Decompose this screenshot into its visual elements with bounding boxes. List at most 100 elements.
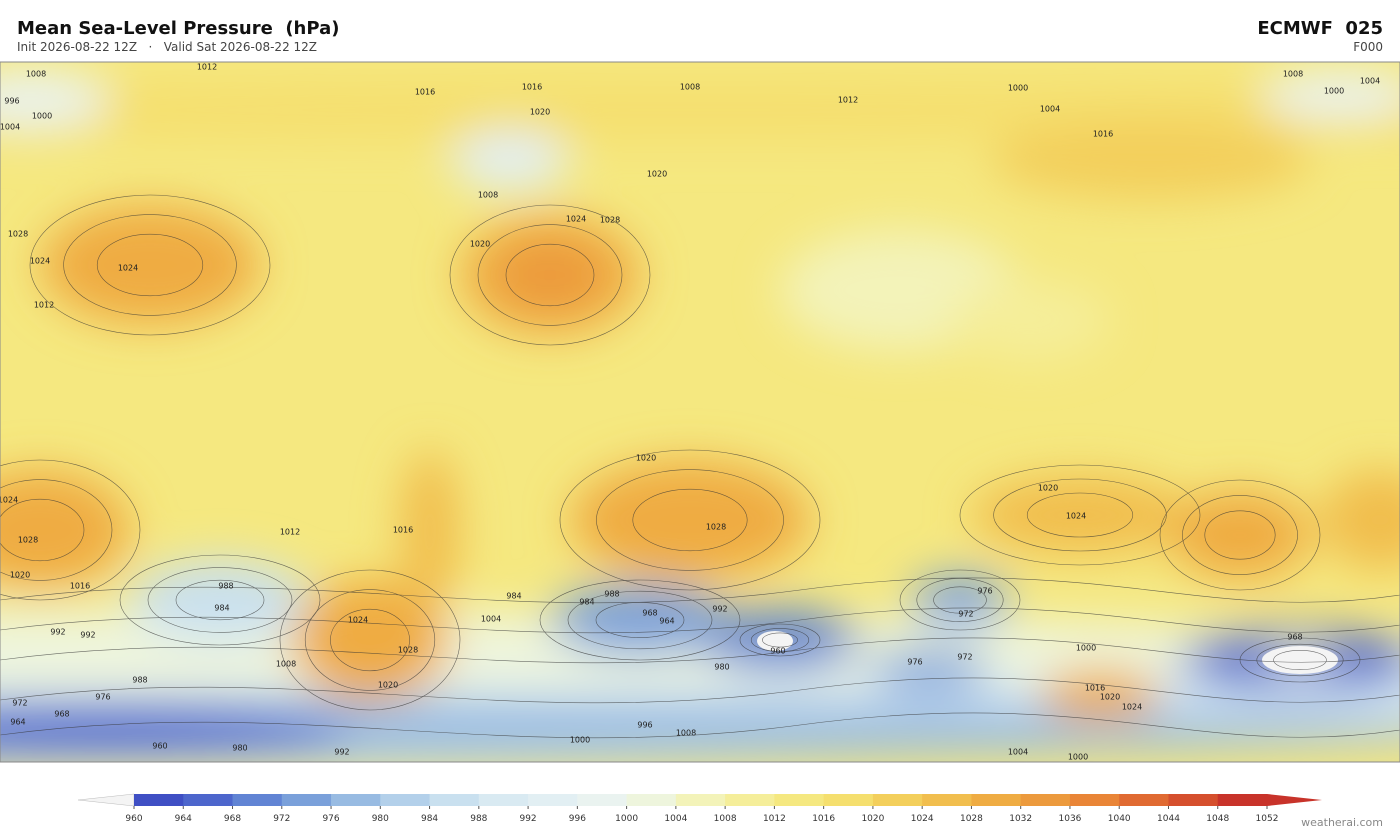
contour-label: 960 <box>152 742 167 751</box>
contour-label: 1028 <box>706 523 726 532</box>
contour-label: 1020 <box>378 681 398 690</box>
colorbar-segment <box>577 794 628 806</box>
contour-label: 1016 <box>70 582 90 591</box>
contour-label: 992 <box>80 631 95 640</box>
colorbar-segment <box>626 794 677 806</box>
contour-label: 1020 <box>647 170 667 179</box>
contour-label: 984 <box>214 604 229 613</box>
contour-label: 996 <box>637 721 652 730</box>
contour-label: 992 <box>50 628 65 637</box>
contour-label: 1008 <box>478 191 498 200</box>
isobar <box>739 623 821 657</box>
pressure-system <box>570 460 810 580</box>
colorbar-tick-label: 1040 <box>1108 814 1131 824</box>
contour-label: 1008 <box>276 660 296 669</box>
colorbar-tick-label: 1032 <box>1009 814 1032 824</box>
colorbar-segment <box>232 794 283 806</box>
contour-label: 1024 <box>1122 703 1142 712</box>
contour-label: 1000 <box>1076 644 1096 653</box>
colorbar-segment <box>478 794 529 806</box>
colorbar-tick-label: 1016 <box>812 814 835 824</box>
isobar <box>449 204 651 346</box>
contour-label: 1028 <box>600 216 620 225</box>
map: 1008101299610001004101610161020100810121… <box>0 62 1400 762</box>
contour-label: 1000 <box>1324 87 1344 96</box>
contour-label: 1000 <box>1008 84 1028 93</box>
isobar <box>0 607 1400 634</box>
contour-label: 972 <box>958 610 973 619</box>
colorbar-segment <box>922 794 972 806</box>
contour-label: 1020 <box>1038 484 1058 493</box>
contour-label: 1016 <box>393 526 413 535</box>
pressure-system <box>130 560 310 640</box>
contour-label: 992 <box>712 605 727 614</box>
contour-label: 1012 <box>197 63 217 72</box>
contour-label: 1004 <box>1040 105 1060 114</box>
isobar <box>632 488 748 552</box>
contour-label: 1016 <box>1085 684 1105 693</box>
isobar <box>477 224 623 326</box>
contour-label: 964 <box>10 718 25 727</box>
contour-label: 1016 <box>522 83 542 92</box>
isobar <box>1159 479 1321 591</box>
pressure-system <box>990 120 1310 200</box>
colorbar-tick-label: 1012 <box>763 814 786 824</box>
colorbar-segment <box>823 794 874 806</box>
isobar <box>1273 650 1327 670</box>
step: F000 <box>1353 40 1383 54</box>
contour-label: 1028 <box>8 230 28 239</box>
isobar <box>63 214 237 316</box>
contour-label: 1020 <box>636 454 656 463</box>
contour-label: 968 <box>54 710 69 719</box>
colorbar-tick-label: 980 <box>372 814 389 824</box>
isobar <box>0 479 113 581</box>
isobar <box>147 567 293 633</box>
isobar <box>1256 643 1344 677</box>
colorbar-under <box>77 793 135 807</box>
pressure-system <box>1040 670 1160 720</box>
colorbar-tick-label: 996 <box>569 814 586 824</box>
colorbar-tick-label: 992 <box>519 814 536 824</box>
contour-label: 1000 <box>32 112 52 121</box>
pressure-system <box>0 705 350 755</box>
pressure-system <box>450 130 570 190</box>
colorbar-tick-label: 1024 <box>911 814 934 824</box>
isobar <box>505 243 595 307</box>
colorbar-segment <box>183 794 234 806</box>
pressure-system <box>500 240 600 310</box>
contour-label: 1016 <box>1093 130 1113 139</box>
colorbar-segment <box>331 794 381 806</box>
model: ECMWF 025 <box>1257 18 1383 39</box>
contour-label: 1012 <box>34 301 54 310</box>
isobar <box>0 677 1400 704</box>
contour-label: 960 <box>770 647 785 656</box>
contour-label: 1008 <box>26 70 46 79</box>
contour-label: 1028 <box>398 646 418 655</box>
pressure-system <box>970 475 1190 555</box>
contour-label: 972 <box>957 653 972 662</box>
pressure-system <box>290 580 450 700</box>
colorbar-segment <box>774 794 825 806</box>
contour-label: 1020 <box>470 240 490 249</box>
colorbar-tick-label: 1000 <box>615 814 638 824</box>
colorbar-segment <box>281 794 332 806</box>
colorbar-tick-label: 988 <box>470 814 487 824</box>
contour-label: 1008 <box>680 83 700 92</box>
contour-label: 972 <box>12 699 27 708</box>
contour-label: 1012 <box>838 96 858 105</box>
isobar <box>933 586 987 614</box>
colorbar-over <box>1267 794 1322 806</box>
isobars <box>0 194 1400 739</box>
pressure-system <box>1170 490 1310 580</box>
isobar <box>330 608 410 672</box>
contour-label: 1004 <box>1008 748 1028 757</box>
isobar <box>539 579 741 661</box>
contour-label: 1008 <box>676 729 696 738</box>
contour-label: 1020 <box>1100 693 1120 702</box>
isobar <box>750 628 810 652</box>
contour-label: 1016 <box>415 88 435 97</box>
colorbar-tick-label: 1028 <box>960 814 983 824</box>
contour-label: 1024 <box>118 264 138 273</box>
pressure-system <box>1320 470 1400 570</box>
colorbar-tick-label: 1020 <box>861 814 884 824</box>
